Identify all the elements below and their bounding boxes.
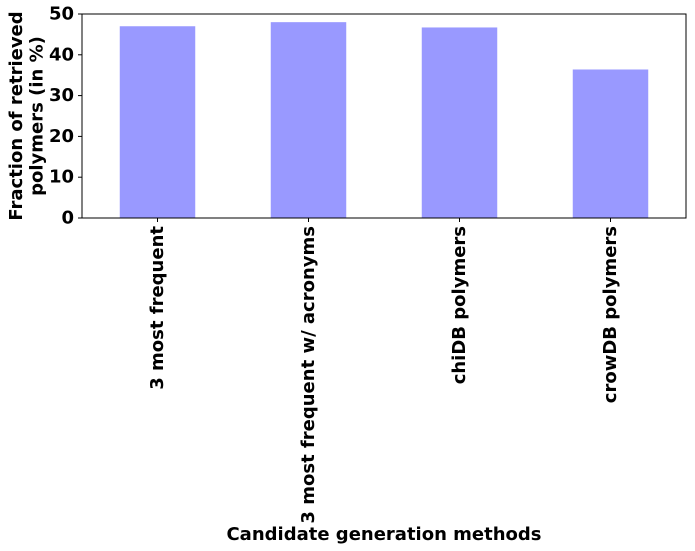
y-axis: 0 10 20 30 40 50 [49, 4, 82, 229]
x-tick-label: chiDB polymers [449, 226, 470, 384]
x-axis-label: Candidate generation methods [226, 524, 541, 545]
x-tick-label: 3 most frequent w/ acronyms [298, 226, 319, 524]
y-tick-label: 20 [49, 126, 74, 147]
y-axis-label-line: polymers (in %) [27, 36, 48, 196]
y-tick-label: 10 [49, 167, 74, 188]
y-axis-label: Fraction of retrievedpolymers (in %) [6, 11, 48, 220]
y-tick-label: 0 [61, 208, 74, 229]
bar-4 [572, 69, 649, 218]
x-axis: 3 most frequent 3 most frequent w/ acrony… [147, 218, 621, 524]
bar-1 [119, 26, 196, 218]
y-tick-label: 40 [49, 44, 74, 65]
y-axis-label-line: Fraction of retrieved [6, 11, 27, 220]
bar-2 [270, 22, 347, 218]
bars-group [119, 22, 649, 218]
plot-area-frame [81, 13, 687, 219]
x-tick-label: crowDB polymers [600, 226, 621, 403]
y-tick-label: 30 [49, 85, 74, 106]
y-tick-label: 50 [49, 4, 74, 25]
x-tick-label: 3 most frequent [147, 226, 168, 390]
bar-3 [421, 27, 498, 218]
